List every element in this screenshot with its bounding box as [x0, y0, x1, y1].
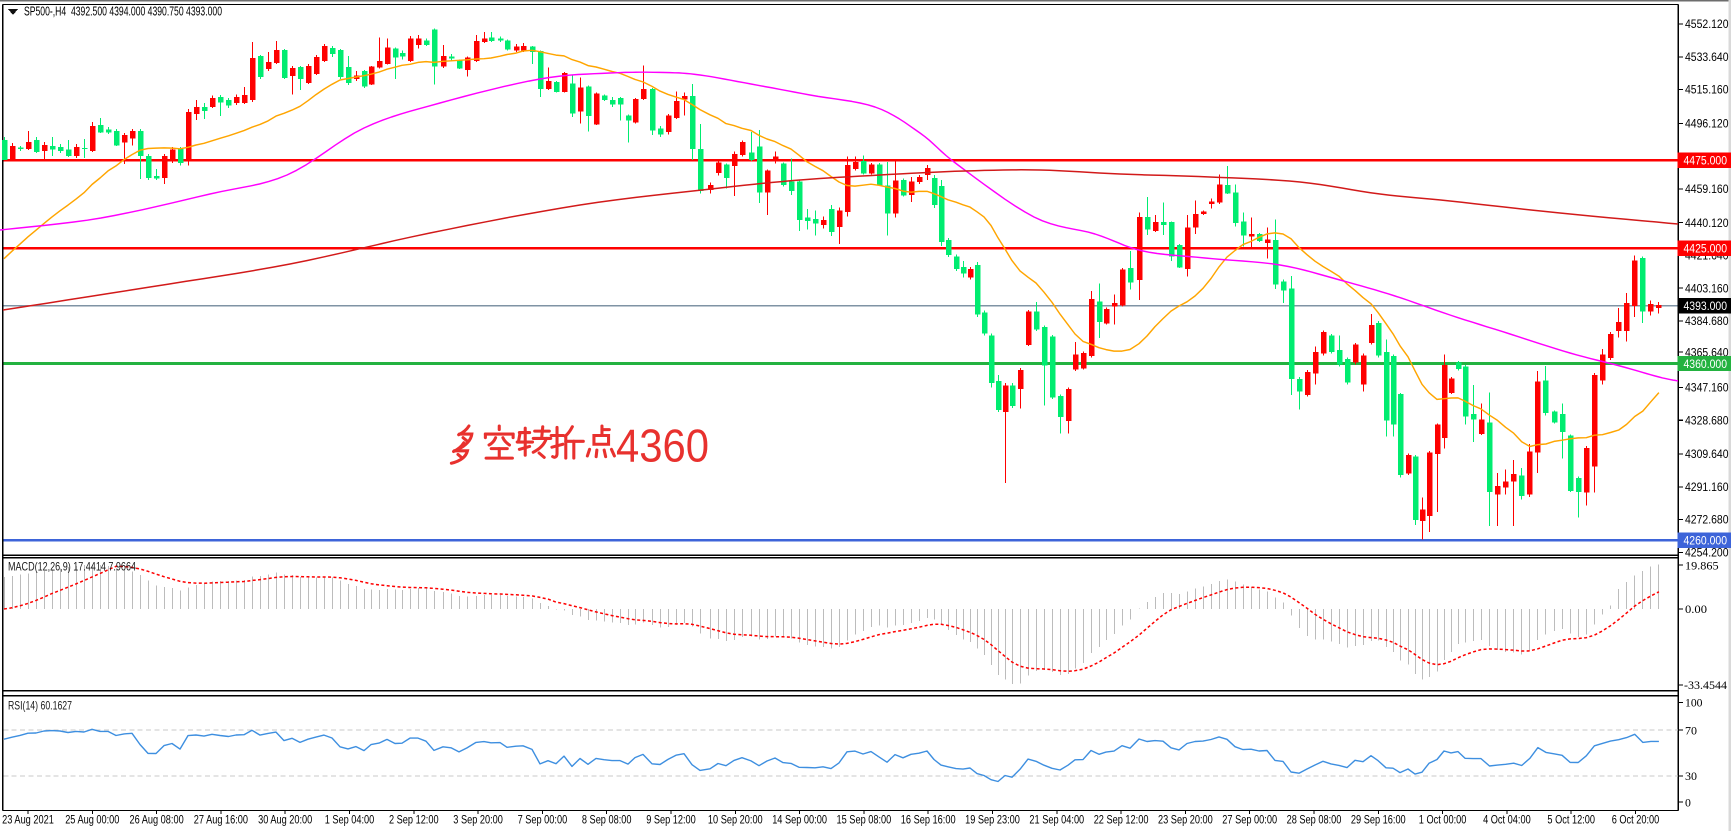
- svg-text:4459.160: 4459.160: [1685, 182, 1729, 196]
- svg-text:4365.640: 4365.640: [1685, 345, 1729, 359]
- svg-text:28 Sep 08:00: 28 Sep 08:00: [1287, 813, 1342, 827]
- svg-text:4496.120: 4496.120: [1685, 117, 1729, 131]
- svg-text:RSI(14) 60.1627: RSI(14) 60.1627: [8, 699, 72, 713]
- svg-text:5 Oct 12:00: 5 Oct 12:00: [1547, 813, 1595, 827]
- svg-text:4425.000: 4425.000: [1684, 242, 1728, 256]
- svg-text:25 Aug 00:00: 25 Aug 00:00: [65, 813, 120, 827]
- svg-text:15 Sep 08:00: 15 Sep 08:00: [837, 813, 892, 827]
- svg-text:7 Sep 00:00: 7 Sep 00:00: [518, 813, 568, 827]
- svg-text:4360: 4360: [616, 420, 709, 472]
- svg-text:3 Sep 20:00: 3 Sep 20:00: [453, 813, 503, 827]
- svg-text:100: 100: [1685, 696, 1703, 710]
- svg-text:19 Sep 23:00: 19 Sep 23:00: [965, 813, 1020, 827]
- svg-text:4 Oct 04:00: 4 Oct 04:00: [1483, 813, 1531, 827]
- svg-text:4533.640: 4533.640: [1685, 50, 1729, 64]
- svg-text:SP500-,H4 4392.500 4394.000 4: SP500-,H4 4392.500 4394.000 4390.750 439…: [24, 5, 222, 19]
- svg-text:9 Sep 12:00: 9 Sep 12:00: [646, 813, 696, 827]
- svg-text:21 Sep 04:00: 21 Sep 04:00: [1029, 813, 1084, 827]
- svg-text:4328.680: 4328.680: [1685, 413, 1729, 427]
- svg-text:10 Sep 20:00: 10 Sep 20:00: [708, 813, 763, 827]
- svg-text:0: 0: [1685, 795, 1691, 809]
- svg-text:8 Sep 08:00: 8 Sep 08:00: [582, 813, 632, 827]
- svg-text:4360.000: 4360.000: [1684, 357, 1728, 371]
- svg-text:4309.640: 4309.640: [1685, 447, 1729, 461]
- svg-text:4347.160: 4347.160: [1685, 381, 1729, 395]
- svg-text:4384.680: 4384.680: [1685, 314, 1729, 328]
- svg-text:MACD(12,26,9) 17.4414 7.9664: MACD(12,26,9) 17.4414 7.9664: [8, 560, 136, 574]
- svg-text:23 Sep 20:00: 23 Sep 20:00: [1158, 813, 1213, 827]
- svg-text:14 Sep 00:00: 14 Sep 00:00: [772, 813, 827, 827]
- svg-text:23 Aug 2021: 23 Aug 2021: [2, 813, 54, 827]
- svg-text:22 Sep 12:00: 22 Sep 12:00: [1094, 813, 1149, 827]
- svg-text:29 Sep 16:00: 29 Sep 16:00: [1351, 813, 1406, 827]
- svg-text:0.00: 0.00: [1685, 602, 1707, 616]
- svg-text:19.865: 19.865: [1685, 558, 1719, 572]
- svg-text:2 Sep 12:00: 2 Sep 12:00: [389, 813, 439, 827]
- svg-text:6 Oct 20:00: 6 Oct 20:00: [1612, 813, 1660, 827]
- svg-text:1 Sep 04:00: 1 Sep 04:00: [325, 813, 375, 827]
- svg-text:4272.680: 4272.680: [1685, 513, 1729, 527]
- svg-text:4515.160: 4515.160: [1685, 83, 1729, 97]
- svg-text:4260.000: 4260.000: [1684, 534, 1728, 548]
- svg-text:70: 70: [1685, 723, 1697, 737]
- svg-text:30: 30: [1685, 769, 1697, 783]
- svg-text:4440.120: 4440.120: [1685, 216, 1729, 230]
- svg-text:4475.000: 4475.000: [1684, 154, 1728, 168]
- svg-text:4291.160: 4291.160: [1685, 480, 1729, 494]
- svg-text:4403.160: 4403.160: [1685, 281, 1729, 295]
- svg-text:-33.4544: -33.4544: [1684, 678, 1727, 692]
- svg-text:4552.120: 4552.120: [1685, 17, 1729, 31]
- svg-text:27 Aug 16:00: 27 Aug 16:00: [194, 813, 249, 827]
- svg-text:26 Aug 08:00: 26 Aug 08:00: [130, 813, 185, 827]
- svg-text:30 Aug 20:00: 30 Aug 20:00: [258, 813, 313, 827]
- svg-text:4254.200: 4254.200: [1685, 546, 1729, 560]
- svg-text:1 Oct 00:00: 1 Oct 00:00: [1419, 813, 1467, 827]
- svg-text:27 Sep 00:00: 27 Sep 00:00: [1222, 813, 1277, 827]
- svg-text:16 Sep 16:00: 16 Sep 16:00: [901, 813, 956, 827]
- svg-text:4393.000: 4393.000: [1684, 299, 1728, 313]
